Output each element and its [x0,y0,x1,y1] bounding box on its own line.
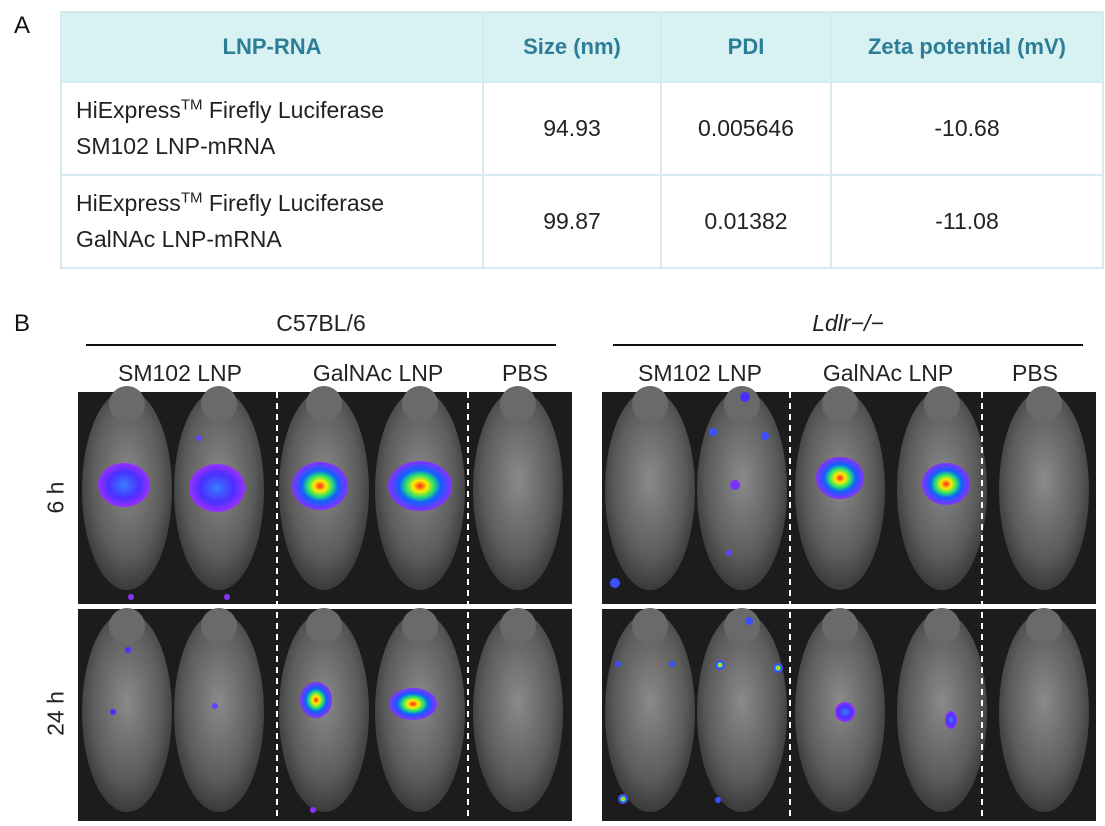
luminescence-signal [196,435,202,441]
luminescence-signal [125,647,131,653]
luminescence-signal [300,682,332,718]
luminescence-signal [310,807,316,813]
luminescence-signal [669,661,675,667]
row-size-cell: 99.87 [482,174,662,269]
row-name-brand: HiExpress [76,96,181,123]
column-label-galnac: GalNAc LNP [312,360,444,386]
luminescence-signal [98,463,150,507]
luminescence-signal [128,594,134,600]
row-name-cell: HiExpressTM Firefly Luciferase GalNAc LN… [60,174,484,269]
row-zeta-cell: -10.68 [830,81,1104,176]
row-pdi-cell: 0.005646 [660,81,832,176]
table-row: HiExpressTM Firefly Luciferase GalNAc LN… [60,174,1104,269]
luminescence-signal [835,702,855,722]
row-zeta-cell: -11.08 [830,174,1104,269]
table-row: HiExpressTM Firefly Luciferase SM102 LNP… [60,81,1104,176]
panel-b-label: B [14,310,31,337]
luminescence-signal [388,461,452,511]
luminescence-signal [212,703,218,709]
luminescence-signal [740,392,750,402]
image-c57bl6-6h [78,386,572,604]
row-name-cell: HiExpressTM Firefly Luciferase SM102 LNP… [60,81,484,176]
panel-a-label: A [14,12,31,39]
mouse [999,608,1089,812]
mouse [82,608,172,812]
luminescence-signal [389,688,437,720]
column-label-sm102: SM102 LNP [117,360,242,386]
image-ldlr-24h [602,608,1096,821]
trademark-symbol: TM [180,96,203,114]
luminescence-signal [292,462,348,510]
luminescence-signal [618,794,628,804]
trademark-symbol: TM [180,189,203,207]
group-underline-c57bl6 [86,344,556,346]
mouse [174,608,264,812]
luminescence-signal [189,464,245,512]
row-name-product: Firefly Luciferase [202,96,384,123]
group-underline-ldlr [613,344,1083,346]
header-size: Size (nm) [482,11,662,83]
luminescence-signal [615,661,621,667]
column-label-pbs: PBS [501,360,549,386]
column-label-galnac: GalNAc LNP [822,360,954,386]
luminescence-signal [610,578,620,588]
group-dividers [276,392,983,821]
column-label-pbs: PBS [1011,360,1059,386]
header-lnp-rna: LNP-RNA [60,11,484,83]
group-title-c57bl6: C57BL/6 [276,310,366,336]
table-header-row: LNP-RNA Size (nm) PDI Zeta potential (mV… [60,11,1104,83]
luminescence-signal [945,711,957,729]
mouse [473,386,563,590]
mouse [473,608,563,812]
column-label-sm102: SM102 LNP [637,360,762,386]
header-zeta: Zeta potential (mV) [830,11,1104,83]
mouse [999,386,1089,590]
luminescence-signal [224,594,230,600]
luminescence-signal [922,463,970,505]
luminescence-signal [816,457,864,499]
image-ldlr-6h [602,386,1096,604]
luminescence-signal [110,709,116,715]
luminescence-signal [726,550,732,556]
mouse [605,386,695,590]
luminescence-signal [773,663,783,673]
row-name-brand: HiExpress [76,189,181,216]
row-pdi-cell: 0.01382 [660,174,832,269]
luminescence-signal [709,428,717,436]
luminescence-signal [745,617,753,625]
row-name-formulation: GalNAc LNP-mRNA [76,225,282,252]
header-pdi: PDI [660,11,832,83]
luminescence-signal [715,797,721,803]
luminescence-signal [715,660,725,670]
row-size-cell: 94.93 [482,81,662,176]
mouse [697,386,787,590]
image-c57bl6-24h [78,608,572,821]
luminescence-signal [730,480,740,490]
mouse [897,608,987,812]
nanoparticle-properties-table: LNP-RNA Size (nm) PDI Zeta potential (mV… [60,11,1104,269]
row-name-product: Firefly Luciferase [202,189,384,216]
row-name-formulation: SM102 LNP-mRNA [76,132,276,159]
luminescence-signal [761,432,769,440]
group-title-ldlr: Ldlr−/− [812,310,884,336]
